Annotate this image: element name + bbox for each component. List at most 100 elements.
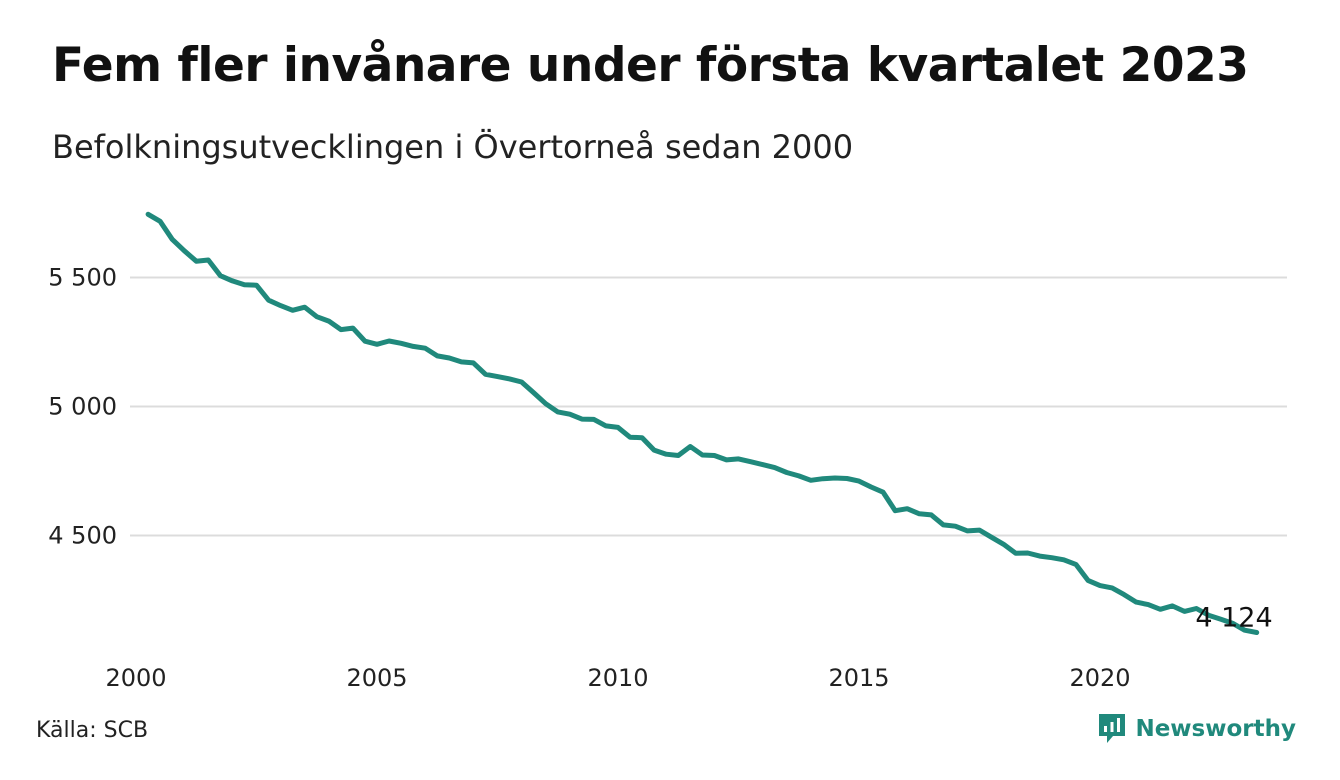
data-point	[929, 512, 934, 517]
data-point	[495, 374, 500, 379]
data-point	[447, 355, 452, 360]
x-tick-label: 2000	[105, 664, 166, 692]
data-point	[616, 425, 621, 430]
data-point	[832, 475, 837, 480]
x-tick-label: 2005	[346, 664, 407, 692]
data-point	[411, 344, 416, 349]
data-point	[869, 484, 874, 489]
data-point	[1025, 551, 1030, 556]
data-point	[218, 273, 223, 278]
data-point	[1122, 592, 1127, 597]
label-layer: 4 124	[1195, 603, 1272, 634]
data-point	[483, 372, 488, 377]
data-point	[146, 212, 151, 217]
data-point	[278, 303, 283, 308]
grid-layer	[130, 276, 1287, 537]
data-point	[760, 462, 765, 467]
data-point	[423, 346, 428, 351]
data-point	[387, 338, 392, 343]
data-point	[808, 478, 813, 483]
y-tick-label: 5 000	[48, 393, 117, 421]
data-point	[736, 456, 741, 461]
data-point	[652, 448, 657, 453]
series-line	[145, 211, 1260, 635]
data-point	[1182, 609, 1187, 614]
data-point	[242, 282, 247, 287]
data-point	[796, 473, 801, 478]
data-point	[676, 453, 681, 458]
data-point	[1049, 555, 1054, 560]
data-point	[591, 417, 596, 422]
data-point	[844, 476, 849, 481]
data-point	[917, 511, 922, 516]
brand-name: Newsworthy	[1135, 716, 1296, 742]
data-point	[628, 435, 633, 440]
data-point	[579, 417, 584, 422]
data-point	[941, 522, 946, 527]
data-point	[784, 470, 789, 475]
data-point	[158, 219, 163, 224]
data-point	[1085, 578, 1090, 583]
data-point	[965, 528, 970, 533]
data-point	[712, 453, 717, 458]
data-point	[471, 360, 476, 365]
data-point	[326, 319, 331, 324]
data-point	[1098, 583, 1103, 588]
data-point	[170, 237, 175, 242]
data-point	[1073, 562, 1078, 567]
newsworthy-logo-icon	[1099, 714, 1126, 743]
data-point	[640, 435, 645, 440]
y-axis-ticks: 4 500 5 000 5 500	[48, 264, 117, 550]
brand-logo[interactable]: Newsworthy	[1097, 712, 1296, 746]
data-point	[1134, 600, 1139, 605]
data-point	[302, 305, 307, 310]
data-point	[881, 490, 886, 495]
data-point	[375, 342, 380, 347]
data-point	[1001, 542, 1006, 547]
data-point	[531, 390, 536, 395]
data-point	[266, 298, 271, 303]
data-point	[1158, 607, 1163, 612]
data-point	[1013, 551, 1018, 556]
data-point	[664, 452, 669, 457]
data-point	[1037, 554, 1042, 559]
data-point	[314, 314, 319, 319]
data-point	[459, 359, 464, 364]
data-point	[603, 423, 608, 428]
data-point	[1146, 602, 1151, 607]
chart-subtitle: Befolkningsutvecklingen i Övertorneå sed…	[52, 128, 854, 166]
data-point	[905, 506, 910, 511]
end-value-label: 4 124	[1195, 603, 1272, 634]
data-point	[1110, 585, 1115, 590]
data-point	[254, 283, 259, 288]
data-point	[1061, 557, 1066, 562]
data-point	[230, 278, 235, 283]
data-point	[435, 353, 440, 358]
x-tick-label: 2020	[1069, 664, 1130, 692]
data-point	[772, 465, 777, 470]
data-point	[953, 524, 958, 529]
data-point	[567, 412, 572, 417]
x-tick-label: 2010	[587, 664, 648, 692]
data-point	[724, 457, 729, 462]
data-point	[194, 259, 199, 264]
y-tick-label: 5 500	[48, 264, 117, 292]
data-point	[989, 535, 994, 540]
data-point	[399, 341, 404, 346]
data-point	[543, 401, 548, 406]
series-layer	[145, 211, 1260, 635]
data-point	[748, 459, 753, 464]
x-tick-label: 2015	[828, 664, 889, 692]
data-point	[820, 476, 825, 481]
data-point	[519, 379, 524, 384]
data-point	[857, 479, 862, 484]
data-point	[290, 308, 295, 313]
data-point	[206, 257, 211, 262]
data-point	[700, 453, 705, 458]
chart-title: Fem fler invånare under första kvartalet…	[52, 38, 1249, 93]
data-point	[893, 508, 898, 513]
data-point	[182, 248, 187, 253]
x-axis-ticks: 2000 2005 2010 2015 2020	[105, 664, 1130, 692]
data-point	[338, 327, 343, 332]
